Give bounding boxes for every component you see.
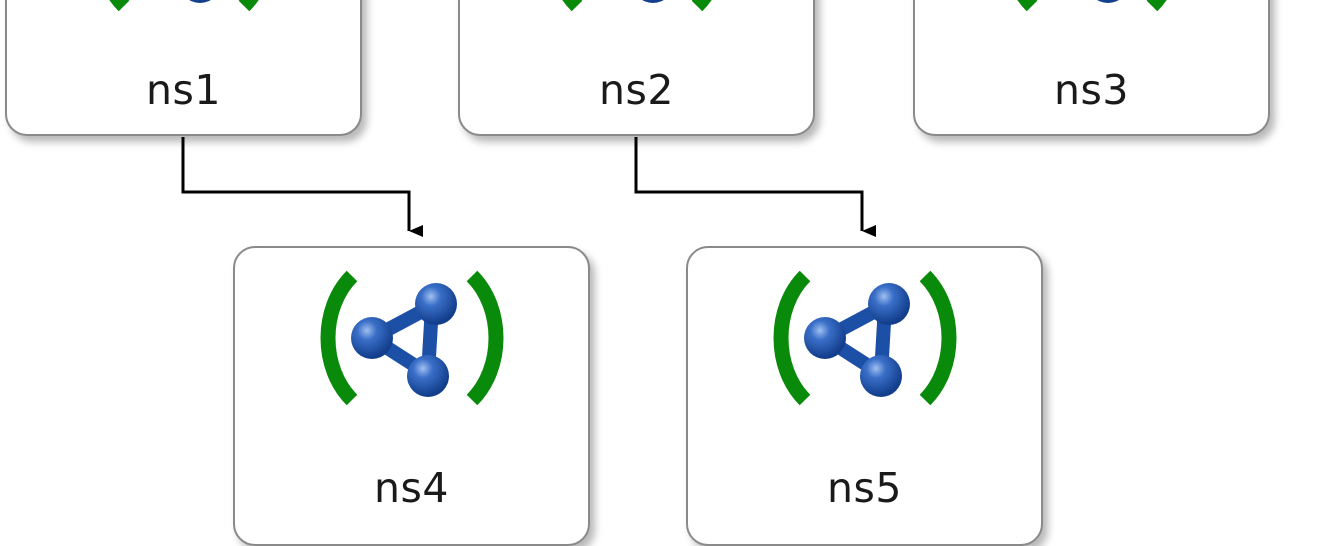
edge-ns1-to-ns4 bbox=[181, 137, 423, 237]
node-ns5[interactable]: ns5 bbox=[686, 246, 1043, 546]
node-ns3[interactable]: ns3 bbox=[913, 0, 1270, 136]
node-ns4[interactable]: ns4 bbox=[233, 246, 590, 546]
namespace-icon bbox=[537, 0, 737, 14]
node-label: ns2 bbox=[599, 66, 674, 114]
namespace-icon bbox=[312, 268, 512, 408]
node-ns2[interactable]: ns2 bbox=[458, 0, 815, 136]
namespace-icon bbox=[84, 0, 284, 14]
namespace-icon bbox=[992, 0, 1192, 14]
node-label: ns3 bbox=[1054, 66, 1129, 114]
namespace-icon bbox=[765, 268, 965, 408]
edge-ns2-to-ns5 bbox=[634, 137, 876, 237]
node-ns1[interactable]: ns1 bbox=[5, 0, 362, 136]
node-label: ns1 bbox=[146, 66, 221, 114]
node-label: ns5 bbox=[827, 464, 902, 512]
node-label: ns4 bbox=[374, 464, 449, 512]
